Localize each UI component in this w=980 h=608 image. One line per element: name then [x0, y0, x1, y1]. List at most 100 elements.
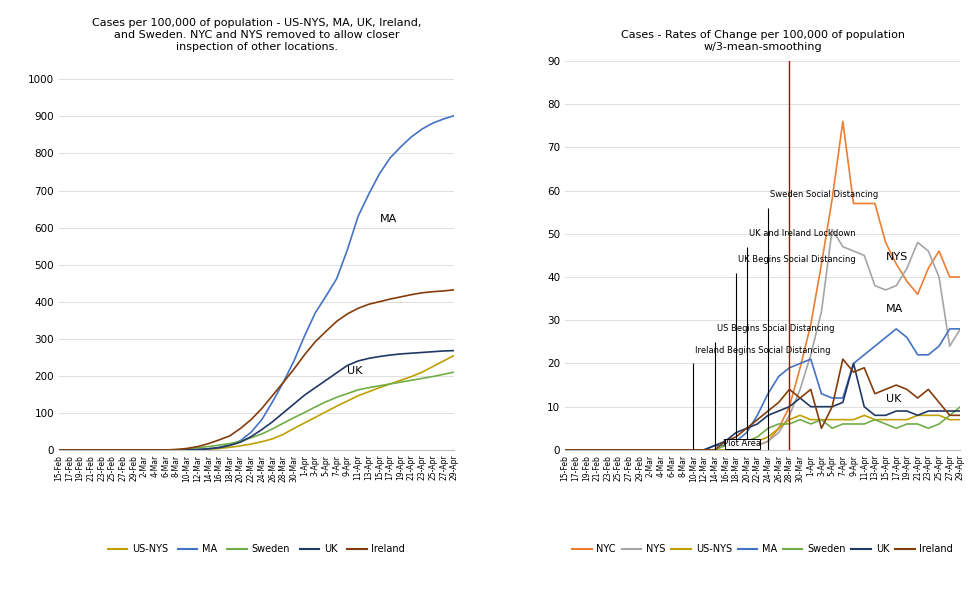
MA: [911, 351, 923, 359]
UK: [277, 409, 289, 416]
Ireland: [331, 317, 343, 325]
US-NYS: [363, 388, 374, 395]
Ireland: [267, 392, 278, 399]
NYS: [656, 446, 667, 454]
NYC: [794, 364, 806, 371]
US-NYS: [741, 442, 753, 449]
US-NYS: [837, 416, 849, 423]
Ireland: [933, 399, 945, 406]
US-NYS: [277, 430, 289, 438]
Sweden: [181, 445, 193, 452]
Ireland: [149, 446, 161, 454]
US-NYS: [634, 446, 646, 454]
Ireland: [127, 446, 139, 454]
Sweden: [395, 378, 407, 385]
Ireland: [107, 446, 119, 454]
NYS: [848, 247, 859, 255]
NYS: [794, 385, 806, 393]
UK: [171, 446, 182, 454]
Ireland: [310, 338, 321, 345]
Ireland: [53, 446, 65, 454]
MA: [192, 446, 204, 453]
UK: [709, 442, 720, 449]
UK: [107, 446, 119, 454]
NYS: [837, 243, 849, 250]
MA: [676, 446, 688, 454]
UK: [634, 446, 646, 454]
NYC: [602, 446, 613, 454]
US-NYS: [773, 424, 785, 432]
UK: [149, 446, 161, 454]
US-NYS: [591, 446, 603, 454]
US-NYS: [569, 446, 581, 454]
UK: [406, 350, 417, 357]
NYC: [955, 274, 966, 281]
NYS: [602, 446, 613, 454]
Sweden: [406, 376, 417, 384]
US-NYS: [203, 446, 215, 453]
Sweden: [559, 446, 570, 454]
US-NYS: [901, 416, 912, 423]
NYS: [858, 252, 870, 259]
MA: [591, 446, 603, 454]
MA: [160, 446, 172, 454]
Ireland: [160, 446, 172, 454]
NYC: [634, 446, 646, 454]
Ireland: [569, 446, 581, 454]
Ireland: [416, 289, 428, 297]
UK: [922, 407, 934, 415]
Ireland: [341, 310, 353, 317]
Text: UK: UK: [886, 395, 901, 404]
Ireland: [805, 385, 816, 393]
US-NYS: [331, 402, 343, 410]
Sweden: [449, 368, 461, 376]
Ireland: [192, 443, 204, 451]
Ireland: [826, 403, 838, 410]
Sweden: [676, 446, 688, 454]
Sweden: [234, 438, 246, 445]
US-NYS: [602, 446, 613, 454]
MA: [933, 342, 945, 350]
Ireland: [223, 432, 235, 440]
NYC: [741, 446, 753, 454]
Ireland: [234, 425, 246, 432]
MA: [449, 112, 461, 119]
UK: [384, 351, 396, 359]
MA: [373, 170, 385, 178]
US-NYS: [869, 416, 881, 423]
NYS: [944, 342, 956, 350]
MA: [245, 429, 257, 436]
Sweden: [299, 409, 311, 416]
UK: [341, 362, 353, 369]
Ireland: [623, 446, 635, 454]
UK: [310, 384, 321, 392]
MA: [416, 125, 428, 133]
Ireland: [698, 446, 710, 454]
Line: Sweden: Sweden: [59, 372, 455, 450]
US-NYS: [138, 446, 150, 454]
Sweden: [891, 424, 903, 432]
MA: [719, 442, 731, 449]
Ireland: [848, 368, 859, 376]
Sweden: [96, 446, 108, 454]
MA: [666, 446, 678, 454]
Sweden: [815, 416, 827, 423]
US-NYS: [341, 398, 353, 405]
MA: [256, 416, 268, 423]
UK: [363, 354, 374, 362]
Ireland: [773, 399, 785, 406]
UK: [602, 446, 613, 454]
US-NYS: [223, 444, 235, 451]
Sweden: [955, 403, 966, 410]
UK: [848, 360, 859, 367]
US-NYS: [752, 438, 763, 445]
Sweden: [149, 446, 161, 454]
UK: [299, 392, 311, 399]
NYS: [591, 446, 603, 454]
Ireland: [580, 446, 592, 454]
US-NYS: [623, 446, 635, 454]
Text: Plot Area: Plot Area: [723, 440, 761, 448]
UK: [160, 446, 172, 454]
US-NYS: [214, 445, 225, 452]
MA: [384, 154, 396, 162]
